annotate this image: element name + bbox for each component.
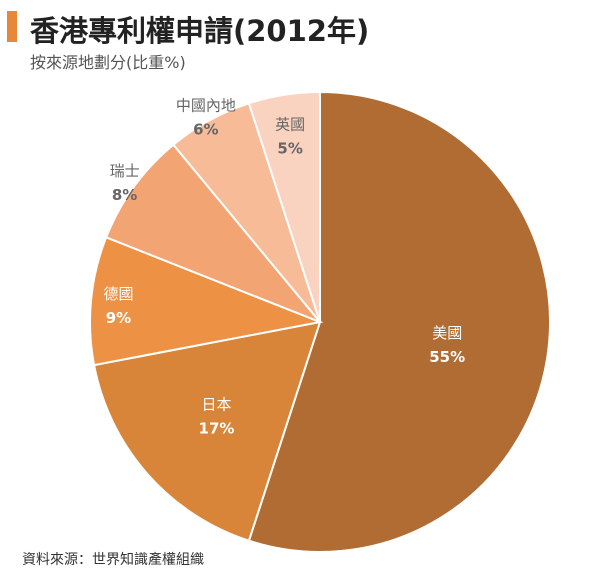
slice-value-label: 8% xyxy=(112,186,137,204)
slice-name-label: 日本 xyxy=(201,395,231,413)
slice-value-label: 55% xyxy=(429,348,465,366)
slice-name-label: 瑞士 xyxy=(110,162,140,180)
pie-slice-5 xyxy=(247,90,321,323)
slice-value-label: 6% xyxy=(193,120,218,138)
slice-value-label: 9% xyxy=(106,309,131,327)
slice-value-label: 5% xyxy=(277,139,302,157)
slice-value-label: 17% xyxy=(199,419,235,437)
pie-slices xyxy=(89,90,551,553)
pie-labels: 美國 55% 日本 17% 德國 9% 瑞士 8% 中國內地 6% 英國 5% xyxy=(103,96,465,437)
title-accent-bar xyxy=(7,11,17,42)
source-note: 資料來源：世界知識產權組織 xyxy=(22,552,204,568)
pie-slice-1 xyxy=(92,320,322,543)
chart-title: 香港專利權申請(2012年) xyxy=(30,14,370,48)
slice-name-label: 英國 xyxy=(275,115,305,133)
slice-name-label: 德國 xyxy=(103,285,133,303)
chart-subtitle: 按來源地劃分(比重%) xyxy=(30,53,186,72)
slice-name-label: 中國內地 xyxy=(176,96,236,114)
pie-slice-2 xyxy=(89,236,324,367)
pie-slice-3 xyxy=(104,143,321,323)
slice-name-label: 美國 xyxy=(432,324,462,342)
pie-slice-0 xyxy=(247,90,551,553)
